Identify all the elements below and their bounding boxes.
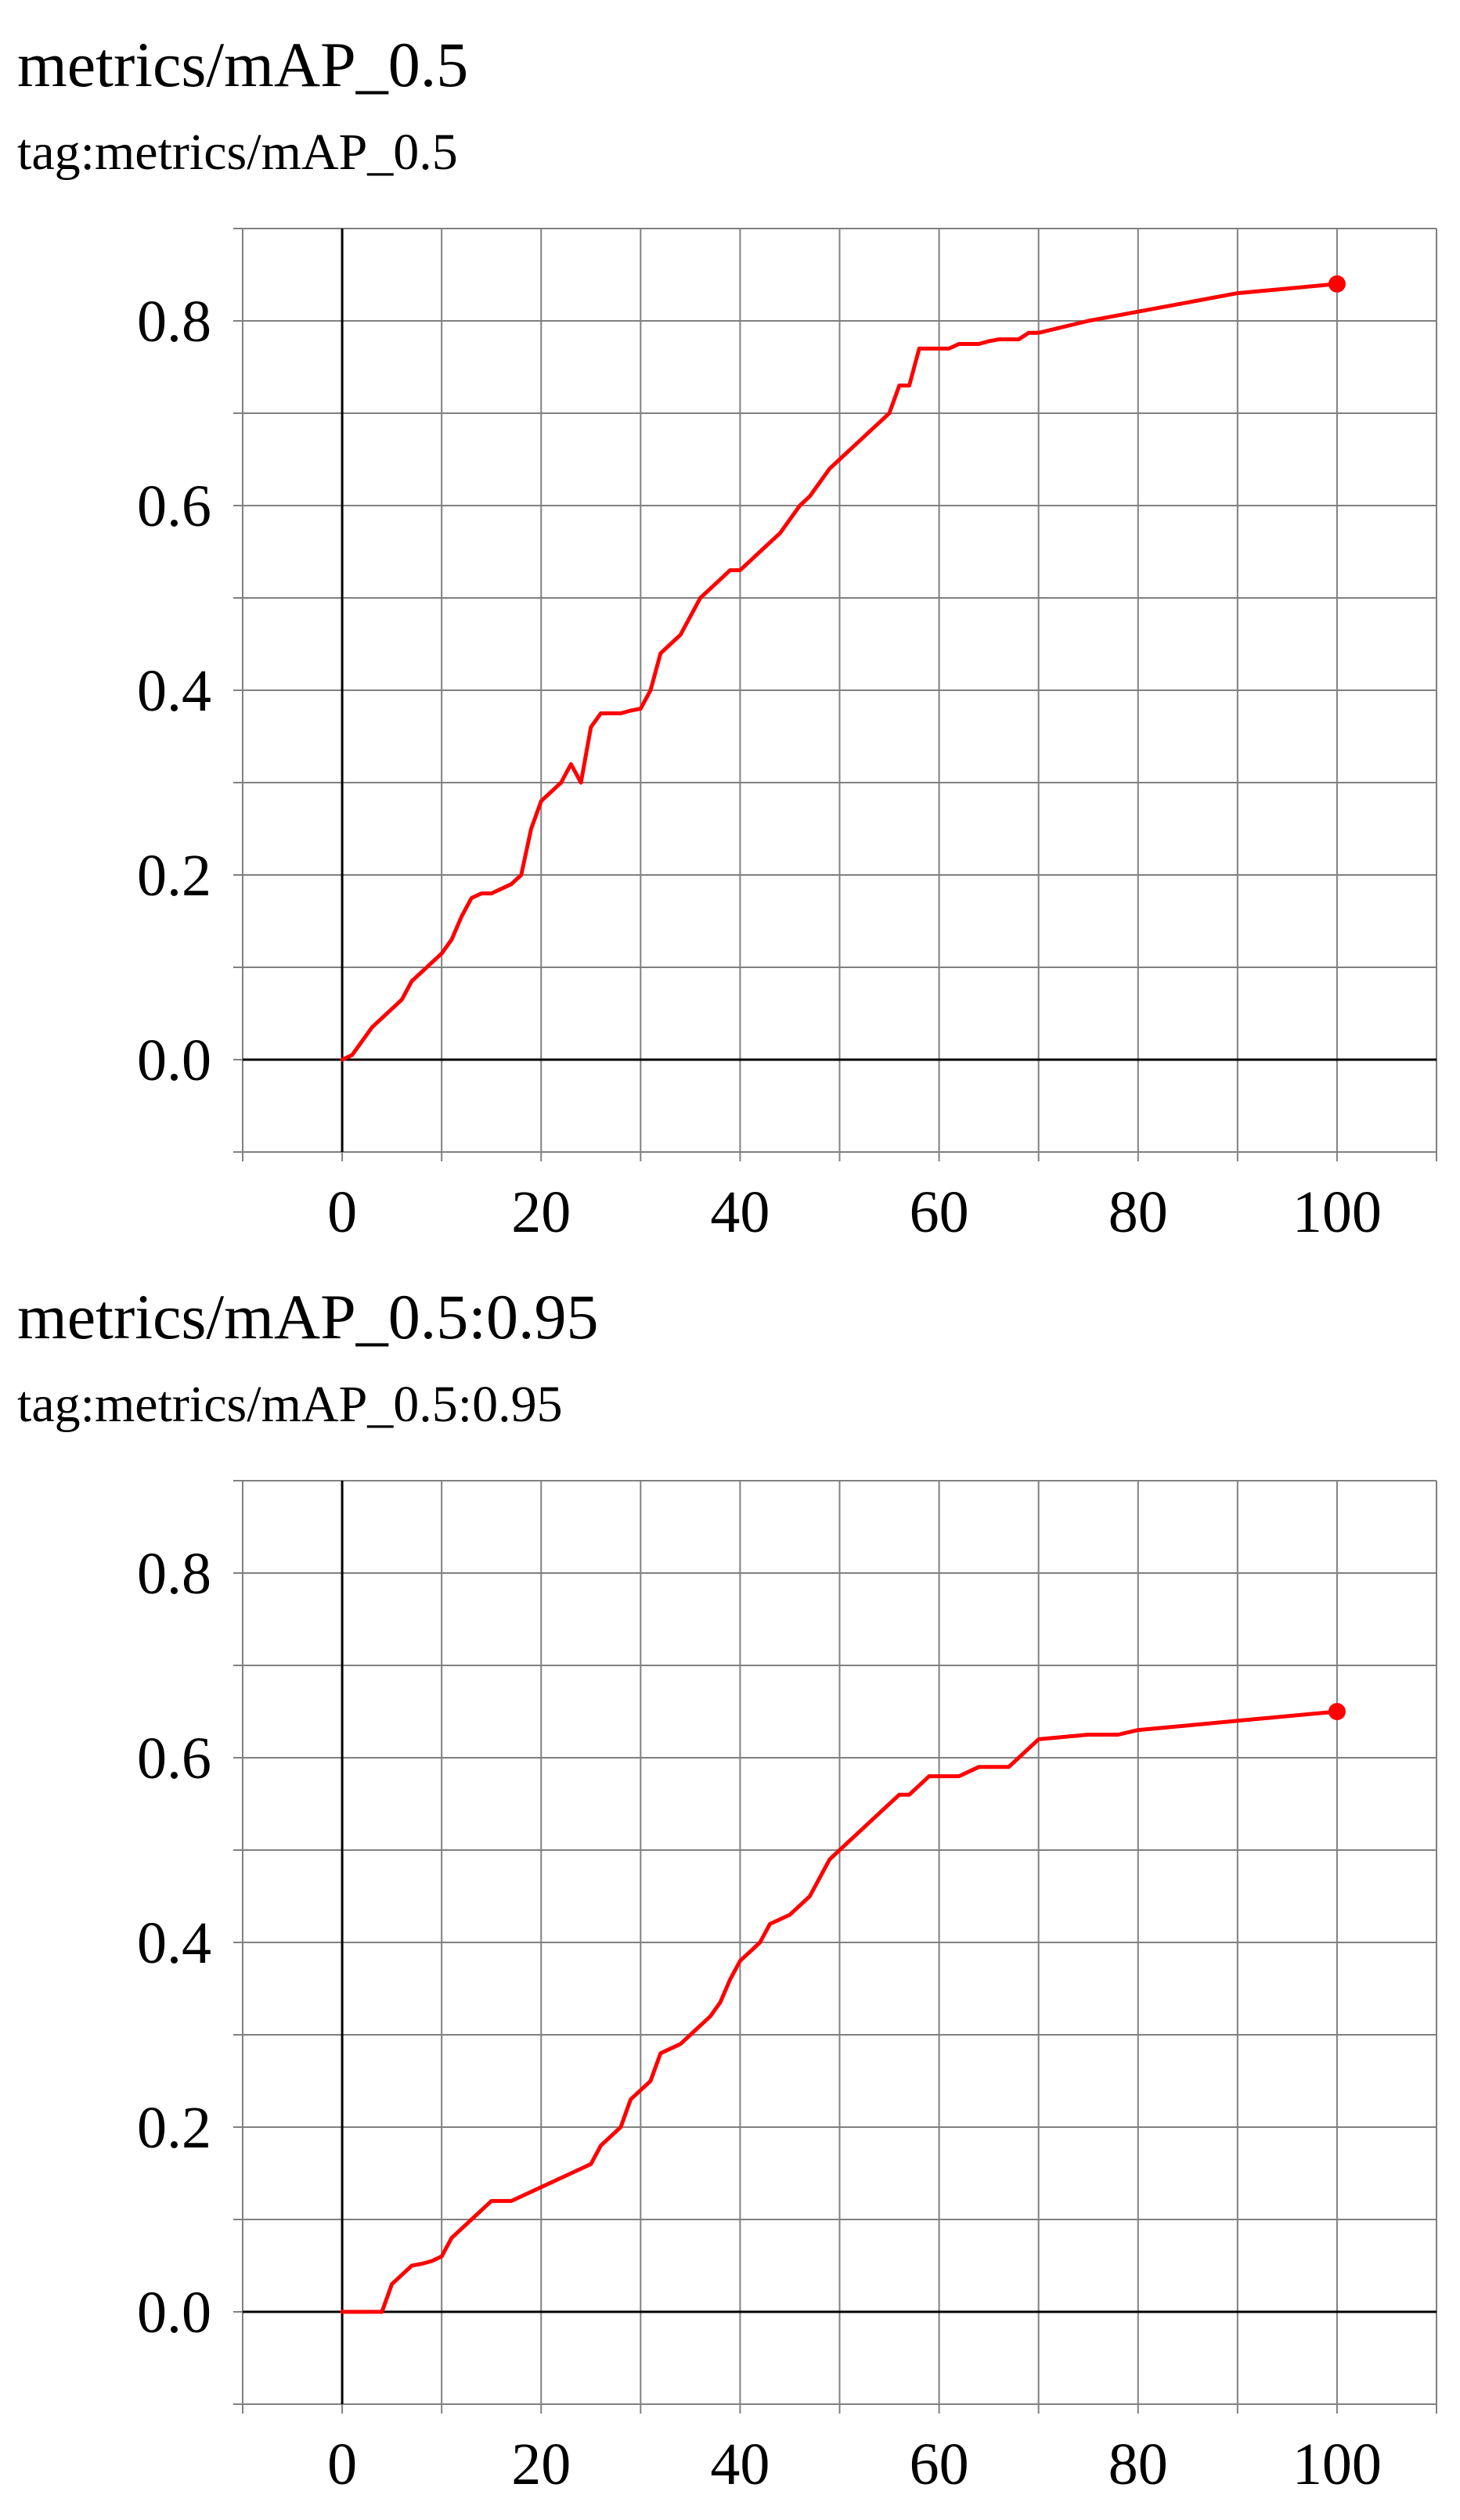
chart-plot: 0 20 40 60 80 100 0.0 0.2 0.4 0.6 0.8 bbox=[137, 228, 1437, 1245]
grid bbox=[233, 1480, 1437, 2414]
x-tick-label: 40 bbox=[710, 1179, 770, 1245]
x-tick-label: 20 bbox=[511, 1179, 571, 1245]
grid bbox=[233, 228, 1437, 1161]
chart-title: metrics/mAP_0.5 bbox=[17, 29, 469, 100]
chart-panel-map50: metrics/mAP_0.5 tag:metrics/mAP_0.5 0 20 4… bbox=[0, 0, 1460, 1252]
y-tick-label: 0.8 bbox=[137, 1541, 211, 1607]
y-tick-label: 0.4 bbox=[137, 658, 211, 724]
chart-title: metrics/mAP_0.5:0.95 bbox=[17, 1281, 599, 1352]
y-tick-label: 0.2 bbox=[137, 843, 211, 909]
chart-subtitle: tag:metrics/mAP_0.5 bbox=[17, 124, 458, 181]
x-tick-label: 80 bbox=[1109, 1179, 1168, 1245]
x-tick-label: 60 bbox=[910, 2432, 969, 2497]
x-tick-label: 80 bbox=[1109, 2432, 1168, 2497]
y-tick-label: 0.6 bbox=[137, 1726, 211, 1791]
series-line bbox=[340, 1709, 1339, 2314]
y-tick-label: 0.4 bbox=[137, 1910, 211, 1976]
y-tick-label: 0.6 bbox=[137, 473, 211, 539]
y-tick-label: 0.0 bbox=[137, 2280, 211, 2345]
last-point-marker bbox=[1328, 1703, 1346, 1720]
x-tick-label: 0 bbox=[327, 1179, 357, 1245]
x-tick-label: 100 bbox=[1292, 2432, 1382, 2497]
x-tick-label: 0 bbox=[327, 2432, 357, 2497]
chart-panel-map50-95: metrics/mAP_0.5:0.95 tag:metrics/mAP_0.5… bbox=[0, 1252, 1460, 2518]
x-tick-label: 100 bbox=[1292, 1179, 1382, 1245]
y-tick-label: 0.2 bbox=[137, 2095, 211, 2161]
series-line bbox=[340, 282, 1339, 1062]
chart-plot: 0 20 40 60 80 100 0.0 0.2 0.4 0.6 0.8 bbox=[137, 1480, 1437, 2497]
x-tick-label: 60 bbox=[910, 1179, 969, 1245]
x-tick-label: 20 bbox=[511, 2432, 571, 2497]
x-tick-label: 40 bbox=[710, 2432, 770, 2497]
y-tick-label: 0.8 bbox=[137, 289, 211, 355]
last-point-marker bbox=[1328, 275, 1346, 293]
y-tick-label: 0.0 bbox=[137, 1028, 211, 1093]
chart-subtitle: tag:metrics/mAP_0.5:0.95 bbox=[17, 1376, 563, 1433]
